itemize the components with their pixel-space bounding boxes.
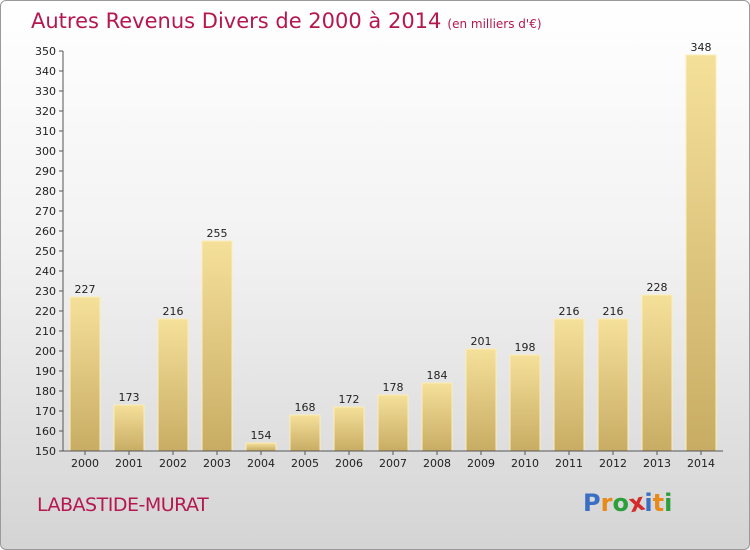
logo-letter: o — [612, 489, 629, 517]
logo-letter: P — [583, 489, 601, 517]
chart-subtitle: (en milliers d'€) — [447, 17, 542, 31]
bar-2014 — [685, 54, 717, 452]
y-tick-label: 320 — [35, 105, 56, 118]
y-tick-label: 190 — [35, 365, 56, 378]
y-tick-label: 330 — [35, 85, 56, 98]
bar-2004 — [245, 442, 277, 452]
y-tick-label: 250 — [35, 245, 56, 258]
x-tick-label-2001: 2001 — [115, 457, 143, 470]
y-tick-label: 220 — [35, 305, 56, 318]
x-axis: 2000 2001 2002 2003 2004 2005 2006 2007 2008 2009… — [63, 450, 723, 470]
bar-2009 — [465, 348, 497, 452]
x-tick-label-2008: 2008 — [423, 457, 451, 470]
x-tick-label-2009: 2009 — [467, 457, 495, 470]
proxiti-logo: Proxiti — [583, 488, 673, 519]
bar-2000 — [69, 296, 101, 452]
y-tick-label: 230 — [35, 285, 56, 298]
town-name: LABASTIDE-MURAT — [37, 494, 209, 516]
chart-title: Autres Revenus Divers de 2000 à 2014 (en … — [31, 9, 542, 33]
bar-2013 — [641, 294, 673, 452]
x-tick-label-2014: 2014 — [687, 457, 715, 470]
value-label-2009: 201 — [471, 335, 492, 348]
bar-2012 — [597, 318, 629, 452]
x-tick-label-2013: 2013 — [643, 457, 671, 470]
y-tick-label: 150 — [35, 445, 56, 458]
value-label-2012: 216 — [603, 305, 624, 318]
chart-title-text: Autres Revenus Divers de 2000 à 2014 — [31, 9, 442, 33]
value-label-2001: 173 — [119, 391, 140, 404]
value-label-2004: 154 — [251, 429, 272, 442]
y-tick-label: 300 — [35, 145, 56, 158]
y-tick-label: 210 — [35, 325, 56, 338]
y-tick-label: 280 — [35, 185, 56, 198]
logo-letter: r — [600, 489, 613, 517]
bars: 227 173 216 255 154 168 172 178 184 201 198 216 216 2… — [69, 41, 717, 452]
logo-letter: t — [652, 489, 665, 517]
y-tick-label: 270 — [35, 205, 56, 218]
value-label-2011: 216 — [559, 305, 580, 318]
logo-letter: i — [644, 489, 653, 517]
value-label-2013: 228 — [647, 281, 668, 294]
value-label-2010: 198 — [515, 341, 536, 354]
bar-2010 — [509, 354, 541, 452]
x-tick-label-2003: 2003 — [203, 457, 231, 470]
value-label-2006: 172 — [339, 393, 360, 406]
bar-2011 — [553, 318, 585, 452]
x-tick-label-2002: 2002 — [159, 457, 187, 470]
y-tick-label: 160 — [35, 425, 56, 438]
x-tick-label-2005: 2005 — [291, 457, 319, 470]
value-label-2005: 168 — [295, 401, 316, 414]
logo-letter: i — [664, 489, 673, 517]
y-tick-label: 340 — [35, 65, 56, 78]
x-tick-label-2006: 2006 — [335, 457, 363, 470]
x-tick-label-2012: 2012 — [599, 457, 627, 470]
value-label-2007: 178 — [383, 381, 404, 394]
value-label-2003: 255 — [207, 227, 228, 240]
value-label-2000: 227 — [75, 283, 96, 296]
bar-2005 — [289, 414, 321, 452]
x-tick-label-2007: 2007 — [379, 457, 407, 470]
y-tick-label: 350 — [35, 45, 56, 58]
y-tick-label: 200 — [35, 345, 56, 358]
y-axis: 150 160 170 180 190 200 210 220 230 240 250 260 270 2… — [35, 45, 64, 458]
y-tick-label: 180 — [35, 385, 56, 398]
x-tick-label-2010: 2010 — [511, 457, 539, 470]
y-tick-label: 310 — [35, 125, 56, 138]
bar-2001 — [113, 404, 145, 452]
x-tick-label-2004: 2004 — [247, 457, 275, 470]
y-tick-label: 240 — [35, 265, 56, 278]
value-label-2008: 184 — [427, 369, 448, 382]
x-tick-label-2011: 2011 — [555, 457, 583, 470]
y-tick-label: 260 — [35, 225, 56, 238]
y-tick-label: 290 — [35, 165, 56, 178]
value-label-2014: 348 — [691, 41, 712, 54]
y-tick-label: 170 — [35, 405, 56, 418]
bar-2007 — [377, 394, 409, 452]
bar-2003 — [201, 240, 233, 452]
bar-2006 — [333, 406, 365, 452]
x-tick-label-2000: 2000 — [71, 457, 99, 470]
bar-2008 — [421, 382, 453, 452]
bar-2002 — [157, 318, 189, 452]
value-label-2002: 216 — [163, 305, 184, 318]
